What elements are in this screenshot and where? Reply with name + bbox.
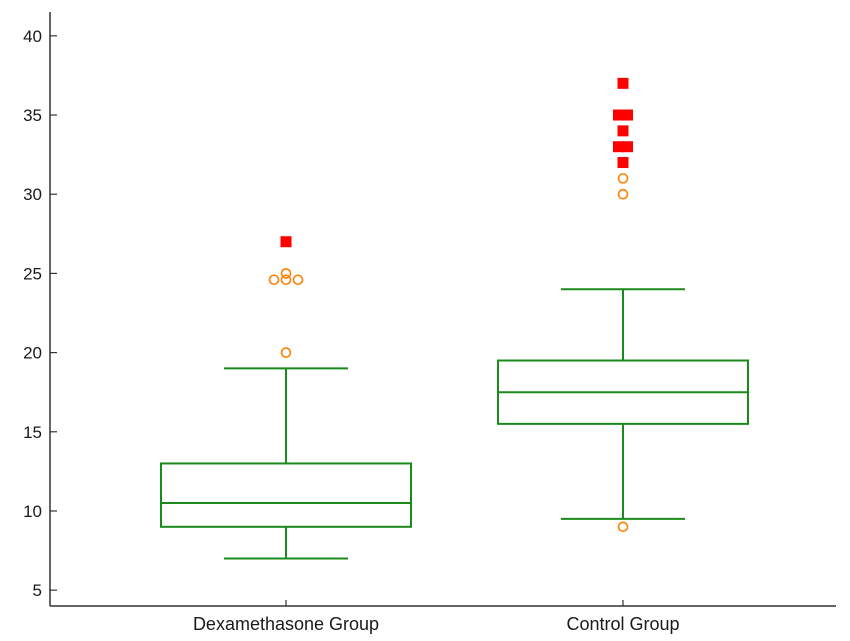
y-tick-label: 40: [23, 27, 42, 46]
x-category-label: Control Group: [566, 614, 679, 634]
outlier-point: [280, 347, 292, 358]
outlier-point: [292, 274, 304, 286]
extreme-point: [622, 109, 633, 121]
outlier-point: [280, 274, 292, 286]
extreme-point: [280, 236, 292, 248]
extreme-point: [613, 141, 624, 153]
extreme-point: [617, 77, 629, 89]
axes: [49, 12, 836, 607]
y-tick-label: 5: [33, 581, 42, 600]
y-tick-label: 15: [23, 423, 42, 442]
outlier-points: [268, 77, 633, 533]
extreme-point: [617, 157, 629, 169]
outlier-point: [617, 188, 629, 200]
outlier-point: [617, 173, 629, 184]
outlier-point: [268, 274, 280, 286]
extreme-point: [622, 141, 633, 153]
extreme-point: [613, 109, 624, 121]
y-tick-label: 30: [23, 185, 42, 204]
box-1: [497, 288, 749, 520]
y-tick-label: 20: [23, 344, 42, 363]
extreme-point: [617, 125, 629, 137]
outlier-point: [617, 521, 629, 533]
category-labels: Dexamethasone Group Control Group: [193, 600, 680, 634]
iqr-box: [160, 462, 412, 528]
y-ticks: 5 10 15 20 25 30 35 40: [23, 27, 57, 600]
outlier-point: [280, 268, 292, 279]
box-0: [160, 367, 412, 560]
boxes: [160, 288, 749, 560]
y-tick-label: 10: [23, 502, 42, 521]
y-tick-label: 35: [23, 106, 42, 125]
y-tick-label: 25: [23, 264, 42, 283]
x-category-label: Dexamethasone Group: [193, 614, 379, 634]
